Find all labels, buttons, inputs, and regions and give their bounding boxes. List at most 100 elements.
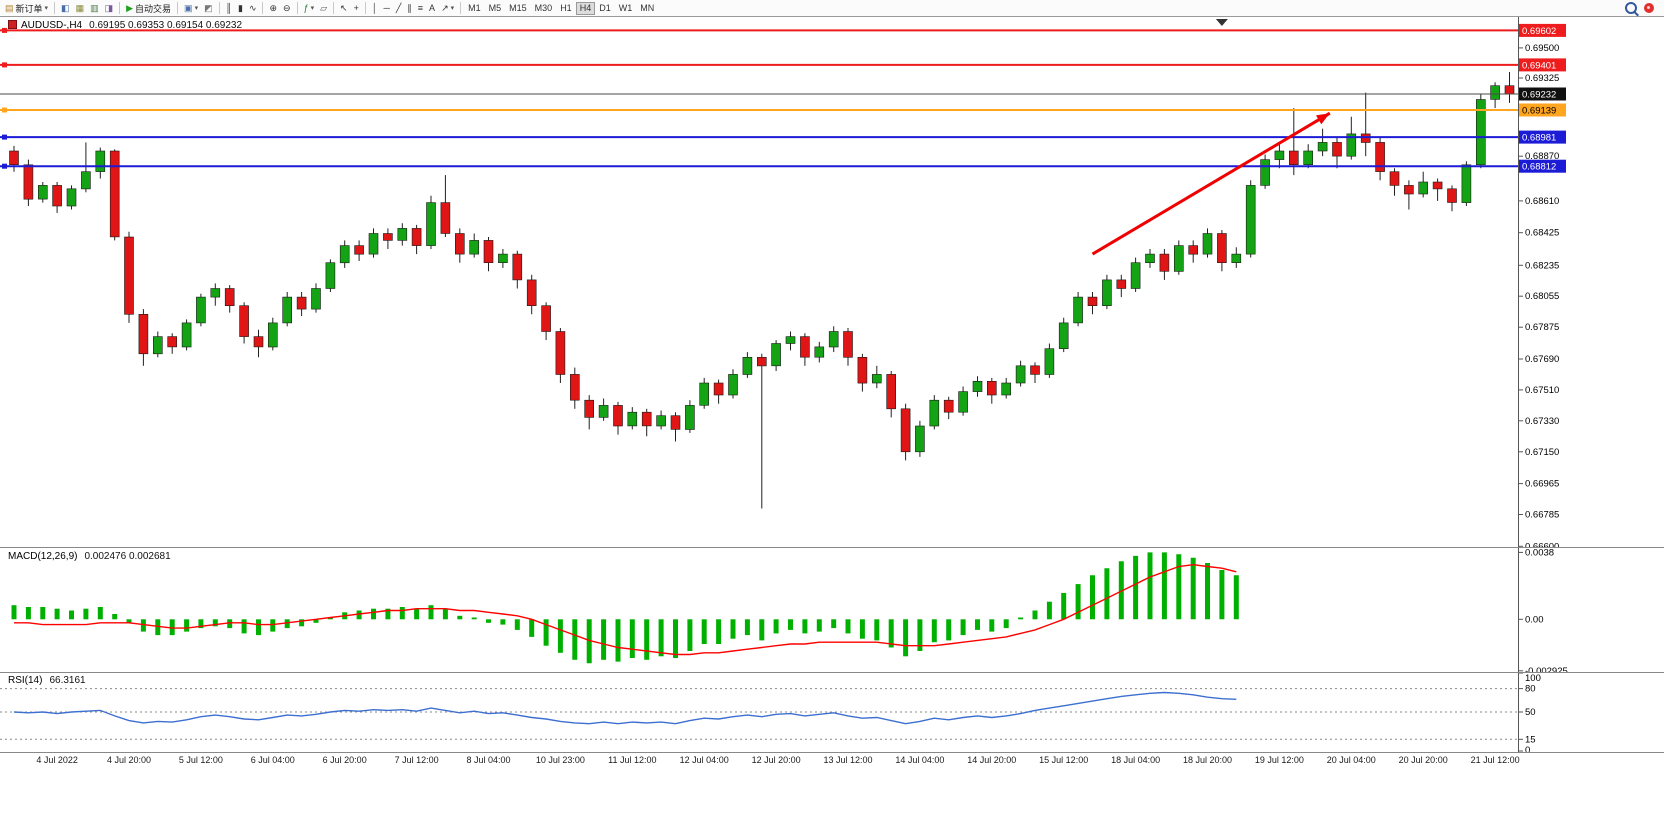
new-chart-icon[interactable]: ▣ ▾ — [181, 1, 201, 15]
objects-list-icon[interactable]: ▱ — [317, 1, 330, 15]
candlestick-icon: ▮ — [237, 3, 243, 13]
zoom-in-icon[interactable]: ⊕ — [266, 1, 280, 15]
time-label: 20 Jul 04:00 — [1326, 755, 1376, 765]
candle-body — [196, 296, 206, 324]
hline-handle[interactable] — [2, 27, 7, 33]
candle-body — [1504, 85, 1515, 95]
profiles-icon[interactable]: ▦ — [73, 1, 88, 15]
hline-handle[interactable] — [2, 107, 7, 113]
candle-body — [1418, 181, 1428, 195]
arrows-tool-icon[interactable]: ↗ ▾ — [438, 1, 457, 15]
candle-body — [1174, 245, 1184, 272]
candle-body — [1447, 188, 1457, 203]
hline-handle[interactable] — [2, 163, 7, 169]
candle-body — [138, 313, 149, 355]
macd-panel[interactable]: 0.0038 0.00 -0.002925 — [0, 548, 1664, 673]
notification-icon[interactable] — [1644, 3, 1654, 13]
rsi-tick-label: 80 — [1525, 684, 1536, 695]
candle-body — [81, 171, 91, 190]
terminal-icon[interactable]: ▥ — [87, 1, 102, 15]
horizontal-line-icon[interactable]: ─ — [380, 1, 392, 15]
price-axis[interactable] — [1519, 17, 1599, 753]
zoom-out-icon[interactable]: ⊖ — [280, 1, 294, 15]
price-tick-label: 0.68610 — [1525, 196, 1559, 207]
trend-arrow[interactable] — [1091, 111, 1331, 256]
toolbar-separator — [364, 2, 366, 14]
trendline-icon[interactable]: ╱ — [393, 1, 404, 15]
price-tag-label: 0.69401 — [1522, 60, 1556, 71]
equidistant-channel-icon[interactable]: ∥ — [404, 1, 415, 15]
candle-body — [699, 382, 710, 406]
rsi-tick-label: 15 — [1525, 734, 1536, 745]
timeframe-mn-button[interactable]: MN — [636, 2, 658, 15]
candle-body — [239, 305, 249, 337]
charts-window-icon[interactable]: ◧ — [58, 1, 73, 15]
autotrade-icon: ▶ — [126, 3, 134, 13]
profiles-menu-icon[interactable]: ◩ — [201, 1, 216, 15]
candle-body — [742, 356, 753, 375]
new-order-button[interactable]: ▤ 新订单 ▾ — [2, 1, 51, 15]
candle-body — [9, 150, 19, 165]
chevron-down-icon: ▾ — [450, 5, 455, 12]
main-chart[interactable]: 0.69500 0.69325 0.68870 0.68610 0.68425 0.682… — [0, 17, 1664, 548]
timeframe-w1-button[interactable]: W1 — [615, 2, 637, 15]
crosshair-icon[interactable]: + — [351, 1, 362, 15]
candle-body — [1289, 150, 1299, 165]
candle-body — [972, 380, 983, 392]
time-label: 4 Jul 2022 — [36, 755, 78, 765]
bar-chart-icon[interactable]: ║ — [223, 1, 235, 15]
indicators-icon[interactable]: ƒ ▾ — [301, 1, 318, 15]
price-tag — [1519, 87, 1566, 101]
vertical-line-icon[interactable]: │ — [369, 1, 381, 15]
strategy-tester-icon[interactable]: ◨ — [102, 1, 117, 15]
candle-body — [670, 415, 681, 430]
candle-body — [109, 150, 120, 238]
chevron-down-icon: ▾ — [194, 5, 199, 12]
trend-arrow-head — [1316, 113, 1330, 125]
rsi-tick-label: 50 — [1525, 707, 1536, 718]
timeframe-m30-button[interactable]: M30 — [531, 2, 557, 15]
candle-body — [828, 331, 839, 348]
line-chart-icon[interactable]: ∿ — [246, 1, 260, 15]
candle-body — [915, 425, 925, 453]
timeframe-m1-button[interactable]: M1 — [464, 2, 485, 15]
time-label: 5 Jul 12:00 — [178, 755, 223, 765]
text-tool-icon[interactable]: A — [426, 1, 438, 15]
price-tick-label: 0.67875 — [1525, 322, 1559, 333]
candle-body — [555, 331, 566, 375]
timeframe-h4-button[interactable]: H4 — [575, 1, 596, 15]
candlestick-icon[interactable]: ▮ — [235, 1, 246, 15]
candle-body — [1015, 365, 1026, 384]
chart-shift-marker[interactable] — [1215, 19, 1228, 26]
candle-body — [1346, 133, 1357, 157]
time-axis[interactable]: 4 Jul 2022 4 Jul 20:00 5 Jul 12:00 6 Jul 04… — [0, 755, 1664, 771]
hline-handle[interactable] — [2, 62, 7, 68]
timeframe-h1-button[interactable]: H1 — [556, 2, 576, 15]
candle-body — [1145, 253, 1155, 264]
autotrade-button[interactable]: ▶ 自动交易 — [123, 1, 174, 15]
candle-body — [124, 236, 134, 315]
timeframe-m5-button[interactable]: M5 — [485, 2, 506, 15]
equidistant-channel-icon: ∥ — [407, 3, 412, 13]
candle-body — [1375, 142, 1385, 172]
time-label: 8 Jul 04:00 — [466, 755, 511, 765]
terminal-icon: ▥ — [90, 3, 99, 13]
fibonacci-icon[interactable]: ≡ — [415, 1, 426, 15]
candle-body — [1490, 85, 1500, 100]
candle-body — [958, 391, 968, 413]
price-tag — [1519, 58, 1566, 72]
new-order-icon: ▤ — [5, 3, 14, 13]
rsi-line — [13, 691, 1237, 725]
timeframe-d1-button[interactable]: D1 — [595, 2, 615, 15]
timeframe-m15-button[interactable]: M15 — [505, 2, 531, 15]
candle-body — [1389, 171, 1400, 186]
hline-handle[interactable] — [2, 134, 7, 140]
cursor-icon[interactable]: ↖ — [337, 1, 351, 15]
price-tag — [1519, 103, 1566, 117]
toolbar-separator — [296, 2, 298, 14]
profiles-menu-icon: ◩ — [204, 3, 213, 13]
search-icon[interactable] — [1625, 2, 1637, 14]
candle-body — [368, 233, 379, 255]
candle-body — [354, 245, 364, 255]
